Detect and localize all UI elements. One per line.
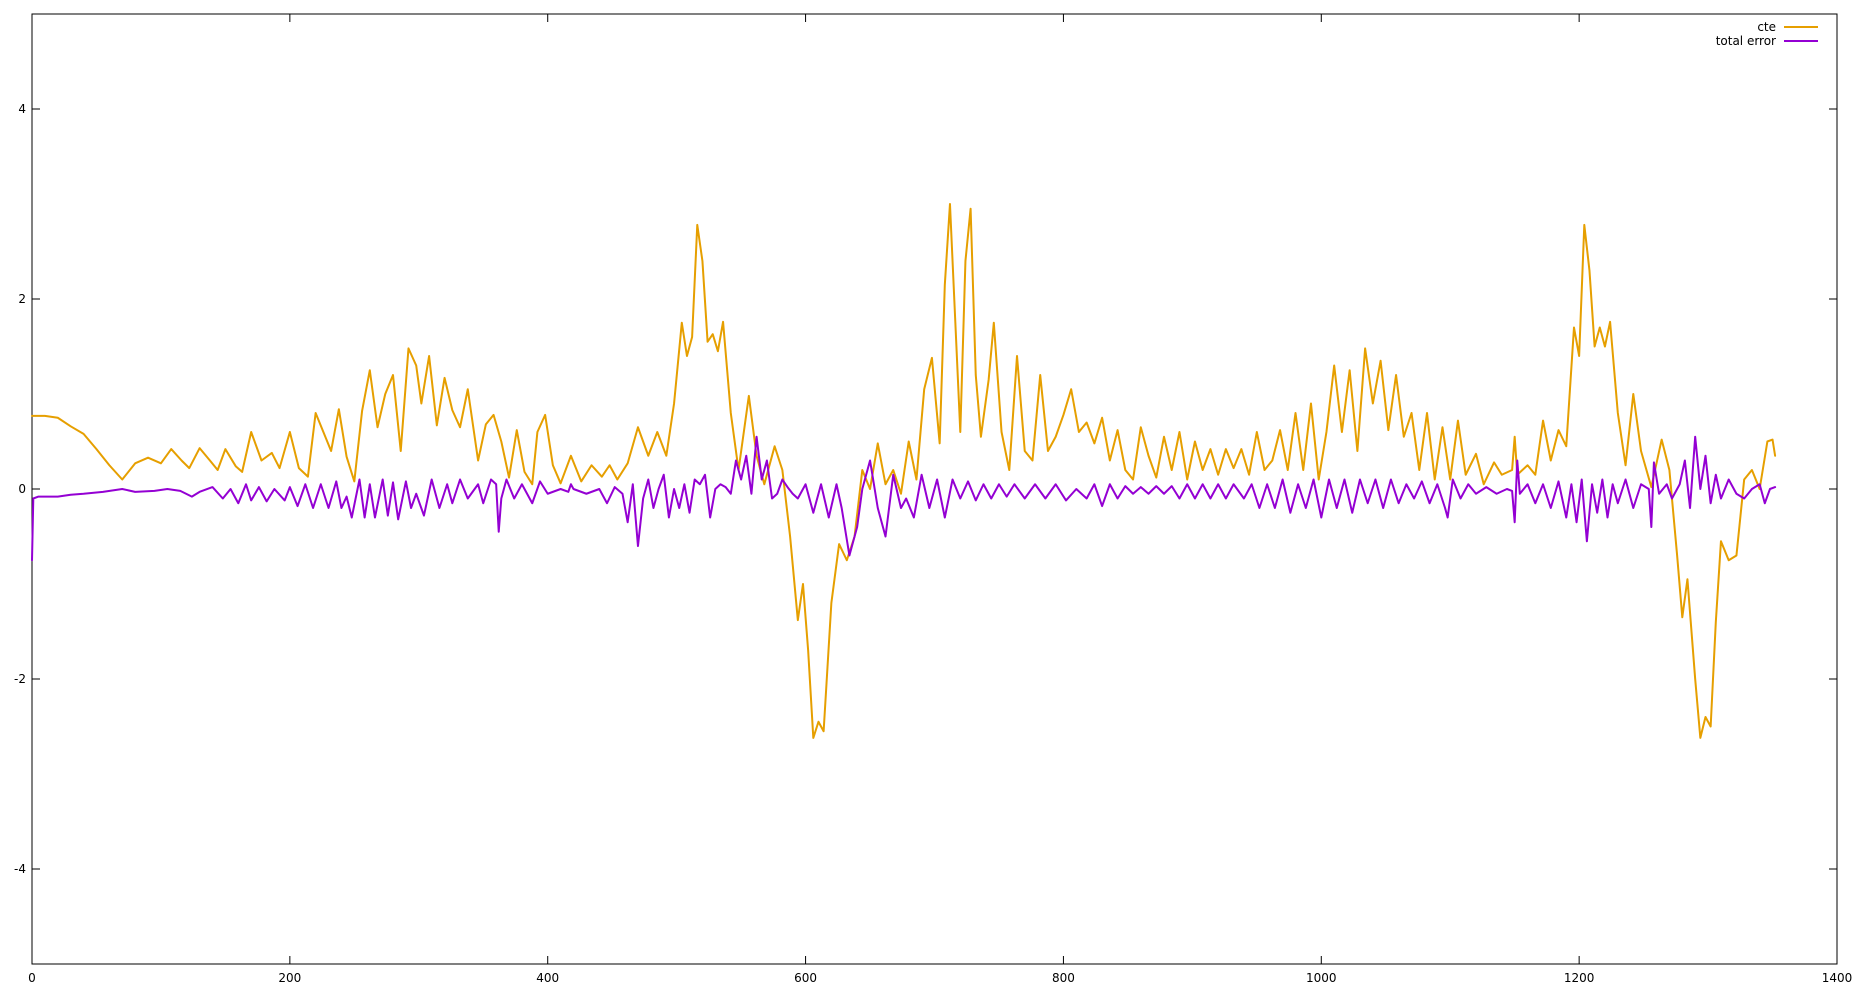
y-tick-label: -2	[14, 672, 26, 686]
series-layer	[31, 203, 1777, 739]
x-tick-label: 0	[28, 971, 36, 985]
legend-label-total-error: total error	[1716, 34, 1776, 48]
x-tick-label: 400	[536, 971, 559, 985]
x-tick-label: 600	[794, 971, 817, 985]
x-tick-label: 1400	[1822, 971, 1853, 985]
series-line-cte	[31, 203, 1777, 739]
axis-ticks	[31, 14, 1838, 964]
x-tick-label: 1000	[1306, 971, 1337, 985]
x-tick-label: 200	[278, 971, 301, 985]
legend-label-cte: cte	[1757, 20, 1776, 34]
x-tick-label: 1200	[1564, 971, 1595, 985]
y-tick-label: 0	[18, 482, 26, 496]
series-line-total-error	[31, 435, 1777, 562]
y-tick-label: -4	[14, 862, 26, 876]
legend: cte total error	[1716, 20, 1818, 48]
axis-tick-labels: 0 200 400 600 800 1000 1200 1400 -4 -2 0 2 4	[14, 102, 1852, 985]
x-tick-label: 800	[1052, 971, 1075, 985]
y-tick-label: 4	[18, 102, 26, 116]
y-tick-label: 2	[18, 292, 26, 306]
